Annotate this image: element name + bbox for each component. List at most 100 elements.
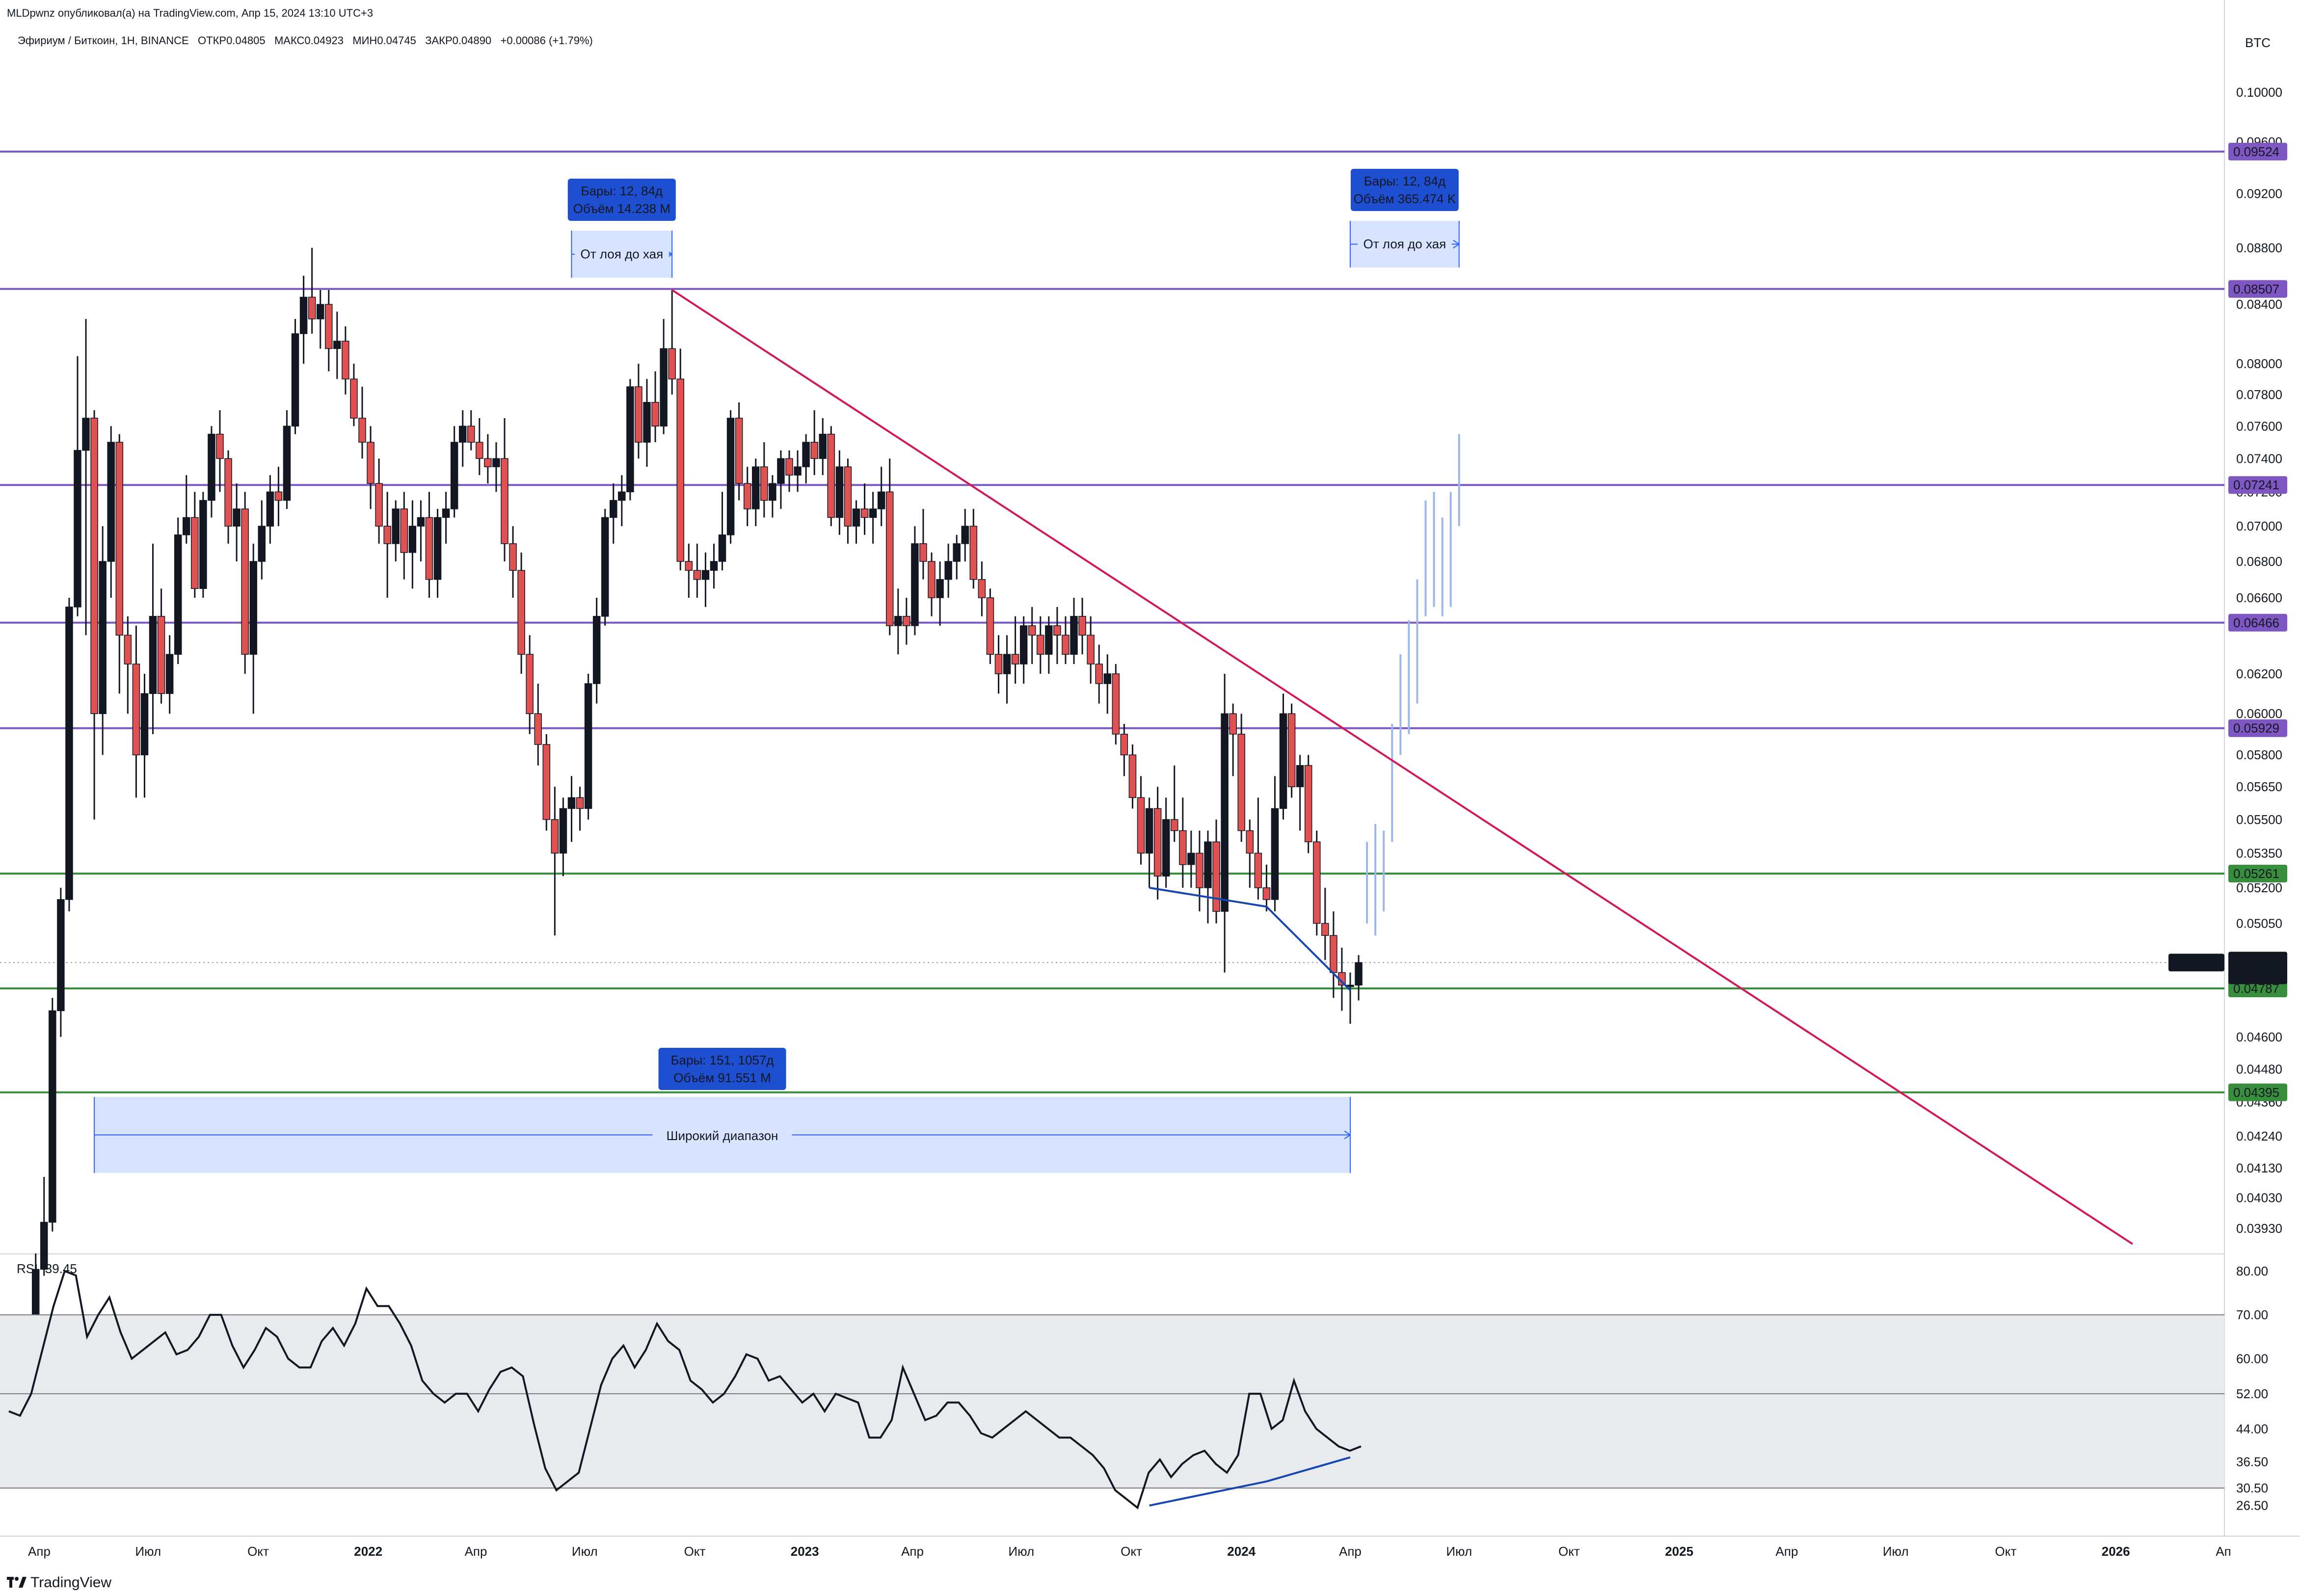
candle-body [1287,713,1296,787]
range-bars-label: Бары: 151, 1057д [671,1053,774,1067]
candle-body [392,508,400,544]
candle-body [819,433,827,459]
open-value: 0.04805 [226,34,266,47]
candle-body [735,418,743,484]
candle-body [417,517,425,527]
time-axis-label: Окт [1995,1544,2017,1559]
level-price-tag-label: 0.07241 [2233,478,2279,492]
rsi-legend[interactable]: RSI 39.45 [17,1262,77,1275]
price-tick-label: 0.08000 [2236,356,2282,371]
currency-label: BTC [2245,35,2271,50]
candle-body [710,561,718,571]
candle-body [458,426,467,443]
candle-body [1204,841,1212,888]
candle-body [1179,830,1187,865]
candle-body [233,508,241,527]
candle-body [1019,625,1028,665]
high-value: 0.04923 [304,34,344,47]
candle-body [216,433,224,459]
time-axis-label: Июл [135,1544,161,1559]
rsi-tick-label: 44.00 [2236,1421,2268,1436]
candle-body [450,442,458,509]
candle-body [1187,852,1195,865]
candle-body [299,296,308,334]
candle-body [1330,935,1337,973]
price-tick-label: 0.04030 [2236,1191,2282,1205]
candle-body [1011,654,1019,665]
candle-body [1271,808,1279,900]
candle-body [810,442,818,459]
candle-body [944,561,952,580]
price-tick-label: 0.04600 [2236,1030,2282,1044]
candle-body [1312,841,1321,924]
candle-body [350,378,358,419]
low-label: МИН [352,34,377,47]
candle-body [635,386,642,443]
candle-body [1196,852,1203,888]
candle-body [1296,765,1304,787]
candle-body [333,341,341,349]
symbol-name: Эфириум / Биткоин, 1Н, BINANCE [18,34,189,47]
candle-body [584,683,592,809]
support-trendline [1149,886,1351,991]
price-tick-label: 0.04480 [2236,1062,2282,1076]
candle-body [928,561,936,598]
time-axis-label: 2026 [2102,1544,2130,1559]
range-info-box [1350,169,1459,211]
candle-body [693,570,701,580]
rsi-title: RSI [17,1261,38,1276]
candle-body [802,442,810,467]
symbol-legend[interactable]: Эфириум / Биткоин, 1Н, BINANCE ОТКР0.048… [18,34,593,47]
candle-body [1221,713,1229,912]
candle-body [777,458,785,484]
candle-body [492,458,500,467]
level-price-tag [2228,864,2287,882]
time-axis-label: Апр [1776,1544,1798,1559]
candle-body [903,616,910,626]
candle-body [986,597,994,655]
range-bars-label: Бары: 12, 84д [581,184,663,198]
candle-body [115,442,124,636]
range-annotation-3: Широкий диапазон Бары: 151, 1057д Объём 91… [94,1048,1351,1173]
candle-body [1137,797,1145,854]
candle-body [1321,923,1329,936]
price-tick-label: 0.06000 [2236,706,2282,721]
price-tick-label: 0.06200 [2236,666,2282,681]
candle-body [1246,830,1254,854]
rsi-tick-label: 30.50 [2236,1481,2268,1495]
candle-body [358,418,366,443]
projection-bars [1366,434,1460,936]
candle-body [1053,625,1061,636]
rsi-band-fill [0,1315,2224,1488]
candle-body [107,442,115,562]
price-tick-label: 0.05650 [2236,779,2282,794]
range-arrowhead [1344,1130,1351,1140]
last-price-tag-label: 0.04890 [2234,954,2280,969]
range-volume-label: Объём 14.238 M [573,201,670,216]
time-axis-label: Июл [1008,1544,1034,1559]
candle-body [626,386,634,493]
tradingview-logo[interactable]: TradingView [7,1574,111,1591]
candle-body [785,458,793,476]
candle-body [1355,962,1363,986]
time-axis-label: Июл [1883,1544,1909,1559]
candle-body [1128,754,1137,798]
candle-body [1237,734,1245,831]
candle-body [40,1222,48,1270]
change-value: +0.00086 (+1.79%) [500,34,593,47]
candle-body [266,491,274,527]
rsi-value: 39.45 [45,1261,77,1276]
range-volume-label: Объём 91.551 M [673,1070,771,1085]
rsi-ticks: 80.00 70.00 60.00 52.00 44.00 36.50 30.50 26.50 [2236,1264,2268,1513]
time-axis-label: Апр [28,1544,51,1559]
time-axis-label: Июл [572,1544,598,1559]
price-tick-label: 0.07600 [2236,419,2282,433]
candle-body [852,508,860,527]
candle-body [676,378,684,562]
time-axis-label: Апр [465,1544,487,1559]
candle-body [760,466,768,501]
candle-body [408,526,417,553]
candle-body [65,607,73,900]
candle-body [610,500,617,518]
